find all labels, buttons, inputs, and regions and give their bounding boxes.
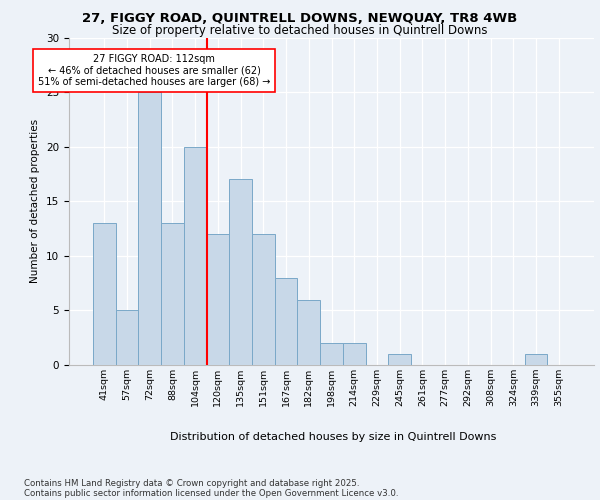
- Bar: [252, 234, 275, 365]
- Bar: [275, 278, 298, 365]
- Text: Distribution of detached houses by size in Quintrell Downs: Distribution of detached houses by size …: [170, 432, 496, 442]
- Bar: [388, 354, 411, 365]
- Bar: [229, 180, 252, 365]
- Text: 27 FIGGY ROAD: 112sqm
← 46% of detached houses are smaller (62)
51% of semi-deta: 27 FIGGY ROAD: 112sqm ← 46% of detached …: [38, 54, 271, 87]
- Bar: [320, 343, 343, 365]
- Bar: [524, 354, 547, 365]
- Bar: [139, 92, 161, 365]
- Text: Size of property relative to detached houses in Quintrell Downs: Size of property relative to detached ho…: [112, 24, 488, 37]
- Bar: [93, 223, 116, 365]
- Text: Contains public sector information licensed under the Open Government Licence v3: Contains public sector information licen…: [24, 488, 398, 498]
- Text: Contains HM Land Registry data © Crown copyright and database right 2025.: Contains HM Land Registry data © Crown c…: [24, 478, 359, 488]
- Bar: [298, 300, 320, 365]
- Bar: [161, 223, 184, 365]
- Text: 27, FIGGY ROAD, QUINTRELL DOWNS, NEWQUAY, TR8 4WB: 27, FIGGY ROAD, QUINTRELL DOWNS, NEWQUAY…: [82, 12, 518, 26]
- Bar: [184, 146, 206, 365]
- Bar: [343, 343, 365, 365]
- Bar: [206, 234, 229, 365]
- Bar: [116, 310, 139, 365]
- Y-axis label: Number of detached properties: Number of detached properties: [31, 119, 40, 284]
